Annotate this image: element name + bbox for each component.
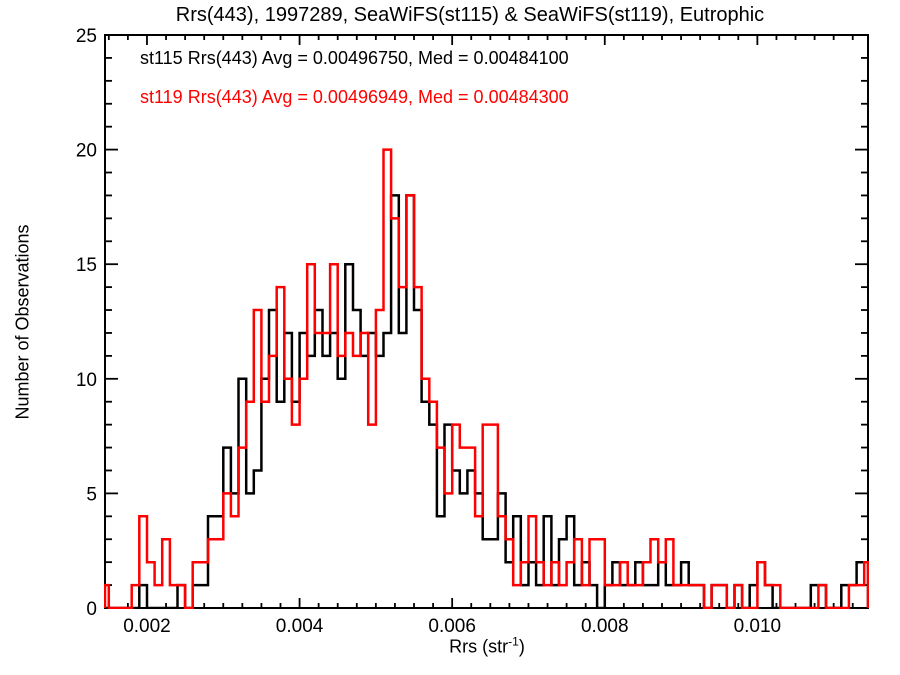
y-axis-label: Number of Observations	[12, 224, 33, 420]
x-axis-label: Rrs (str-1)	[449, 635, 525, 658]
legend: st115 Rrs(443) Avg = 0.00496750, Med = 0…	[140, 47, 569, 125]
st119-series-path	[104, 148, 869, 609]
st115-series-path	[105, 194, 869, 609]
x-axis-label-close: )	[518, 636, 525, 657]
x-axis-label-text: Rrs (str	[449, 636, 509, 657]
y-tick-label: 10	[76, 370, 97, 391]
tick-labels: 0.002 0.004 0.006 0.008 0.010 0 5 10 15 20 25	[76, 26, 781, 637]
x-tick-label: 0.010	[734, 616, 782, 637]
axis-frame	[104, 34, 869, 609]
legend-st119: st119 Rrs(443) Avg = 0.00496949, Med = 0…	[140, 87, 569, 107]
series-group	[104, 148, 869, 609]
legend-st115: st115 Rrs(443) Avg = 0.00496750, Med = 0…	[140, 48, 569, 68]
chart-title: Rrs(443), 1997289, SeaWiFS(st115) & SeaW…	[175, 4, 765, 26]
x-axis-label-superscript: -1	[508, 634, 519, 649]
x-tick-label: 0.002	[123, 616, 171, 637]
y-tick-label: 25	[76, 26, 97, 47]
x-tick-label: 0.008	[581, 616, 629, 637]
x-tick-label: 0.004	[276, 616, 324, 637]
y-tick-label: 15	[76, 255, 97, 276]
y-tick-label: 20	[76, 141, 97, 162]
y-tick-label: 5	[86, 484, 97, 505]
x-tick-label: 0.006	[428, 616, 476, 637]
y-tick-label: 0	[86, 599, 97, 620]
